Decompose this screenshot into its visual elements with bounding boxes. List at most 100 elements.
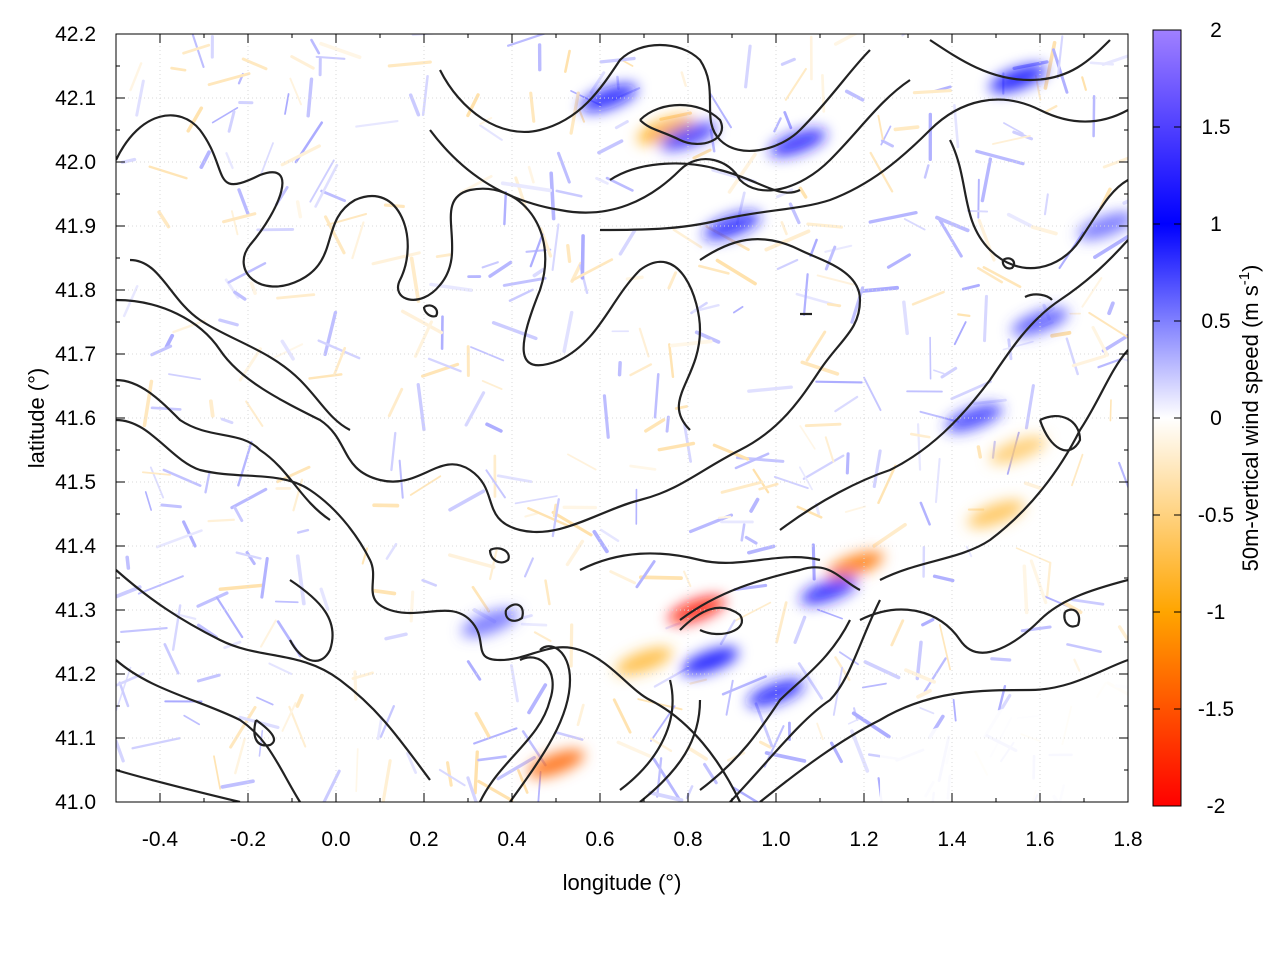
contour-line bbox=[929, 39, 1111, 82]
field-streak bbox=[733, 583, 768, 592]
field-streak bbox=[485, 422, 503, 433]
colorbar: 2 1.5 1 0.5 0 -0.5 -1 -1.5 -2 50m-vertical wind … bbox=[1152, 19, 1263, 818]
x-tick-labels: -0.4 -0.2 0.0 0.2 0.4 0.6 0.8 1.0 1.2 1.4 1.6 1.8 bbox=[142, 828, 1143, 851]
field-streak bbox=[207, 518, 235, 523]
y-tick-label: 41.5 bbox=[55, 471, 96, 494]
field-streak bbox=[208, 399, 215, 418]
field-streak bbox=[1030, 225, 1058, 236]
field-streak bbox=[323, 310, 338, 357]
field-streak bbox=[387, 387, 404, 418]
field-streak bbox=[237, 440, 253, 487]
contour-line bbox=[619, 679, 674, 791]
field-streak bbox=[992, 134, 1031, 145]
field-streak bbox=[599, 528, 620, 543]
field-streak bbox=[749, 497, 760, 513]
field-streak bbox=[747, 544, 776, 555]
y-tick-label: 41.6 bbox=[55, 407, 96, 430]
field-streak bbox=[912, 89, 952, 95]
field-streak bbox=[1007, 338, 1013, 361]
field-streak bbox=[481, 261, 499, 269]
field-streak bbox=[141, 471, 172, 476]
field-streak bbox=[625, 275, 644, 281]
field-streak bbox=[448, 489, 486, 512]
field-streak bbox=[308, 373, 343, 380]
field-streak bbox=[144, 491, 152, 511]
field-streak bbox=[1022, 564, 1029, 615]
x-tick-label: -0.4 bbox=[142, 828, 179, 851]
contour-line bbox=[699, 619, 851, 791]
field-streak bbox=[319, 41, 362, 60]
field-streak bbox=[502, 276, 547, 287]
field-streak bbox=[409, 475, 442, 496]
field-streak bbox=[580, 234, 585, 280]
contour-line bbox=[504, 603, 524, 622]
field-streak bbox=[657, 441, 696, 452]
field-streak bbox=[932, 574, 955, 583]
x-tick-label: 0.6 bbox=[585, 828, 614, 851]
field-streak bbox=[503, 191, 508, 226]
field-streak bbox=[773, 475, 809, 490]
field-streak bbox=[230, 487, 268, 510]
field-streak bbox=[523, 557, 534, 578]
field-streak bbox=[488, 260, 513, 278]
field-streak bbox=[355, 119, 399, 128]
x-tick-label: 1.6 bbox=[1025, 828, 1054, 851]
field-streak bbox=[717, 515, 732, 519]
field-streak bbox=[589, 71, 606, 94]
field-streak bbox=[602, 394, 610, 439]
field-streak bbox=[157, 210, 171, 229]
field-streak bbox=[259, 619, 277, 648]
field-streak bbox=[903, 218, 926, 231]
field-streak bbox=[758, 482, 779, 491]
field-streak bbox=[379, 705, 395, 738]
field-streak bbox=[280, 339, 295, 361]
field-streak bbox=[351, 221, 365, 260]
field-streak bbox=[408, 93, 421, 117]
plot-area bbox=[115, 33, 1129, 803]
field-streak bbox=[333, 346, 347, 376]
field-streak bbox=[916, 423, 922, 471]
y-tick-label: 41.9 bbox=[55, 215, 96, 238]
field-streak bbox=[225, 152, 234, 170]
field-streak bbox=[682, 421, 693, 463]
field-streak bbox=[233, 506, 244, 523]
field-streak bbox=[556, 151, 571, 184]
x-tick-label: 1.8 bbox=[1113, 828, 1142, 851]
field-streak bbox=[196, 673, 221, 683]
colorbar-label-main: 50m-vertical wind speed (m s bbox=[1238, 285, 1263, 571]
field-streak bbox=[1050, 330, 1072, 338]
field-streak bbox=[566, 244, 572, 263]
field-streak bbox=[709, 92, 732, 129]
field-streak bbox=[290, 55, 315, 70]
field-streak bbox=[800, 360, 840, 376]
contour-line bbox=[879, 349, 1128, 581]
field-streak bbox=[698, 264, 730, 275]
contour-line bbox=[639, 103, 724, 145]
field-streak bbox=[734, 452, 770, 470]
field-streak bbox=[237, 188, 251, 217]
field-streak bbox=[116, 666, 132, 711]
contour-line bbox=[679, 566, 861, 621]
field-streak bbox=[911, 290, 945, 306]
field-streak bbox=[629, 363, 653, 377]
contour-line bbox=[116, 238, 862, 534]
y-tick-label: 42.2 bbox=[55, 23, 96, 46]
field-streak bbox=[919, 707, 935, 715]
field-streak bbox=[409, 256, 421, 303]
field-streak bbox=[901, 34, 907, 37]
field-streak bbox=[668, 343, 675, 378]
field-streak bbox=[260, 556, 269, 599]
field-streak bbox=[1066, 643, 1102, 654]
field-streak bbox=[811, 543, 816, 581]
field-streak bbox=[148, 165, 188, 180]
field-streak bbox=[653, 372, 660, 419]
field-streak bbox=[376, 716, 384, 741]
field-streak bbox=[549, 171, 556, 221]
field-streak bbox=[524, 512, 539, 518]
field-streak bbox=[953, 103, 960, 149]
contour-line bbox=[289, 579, 334, 662]
field-streak bbox=[802, 454, 845, 480]
field-streak bbox=[933, 369, 945, 375]
field-streak bbox=[1073, 658, 1081, 672]
field-streak bbox=[507, 34, 547, 47]
